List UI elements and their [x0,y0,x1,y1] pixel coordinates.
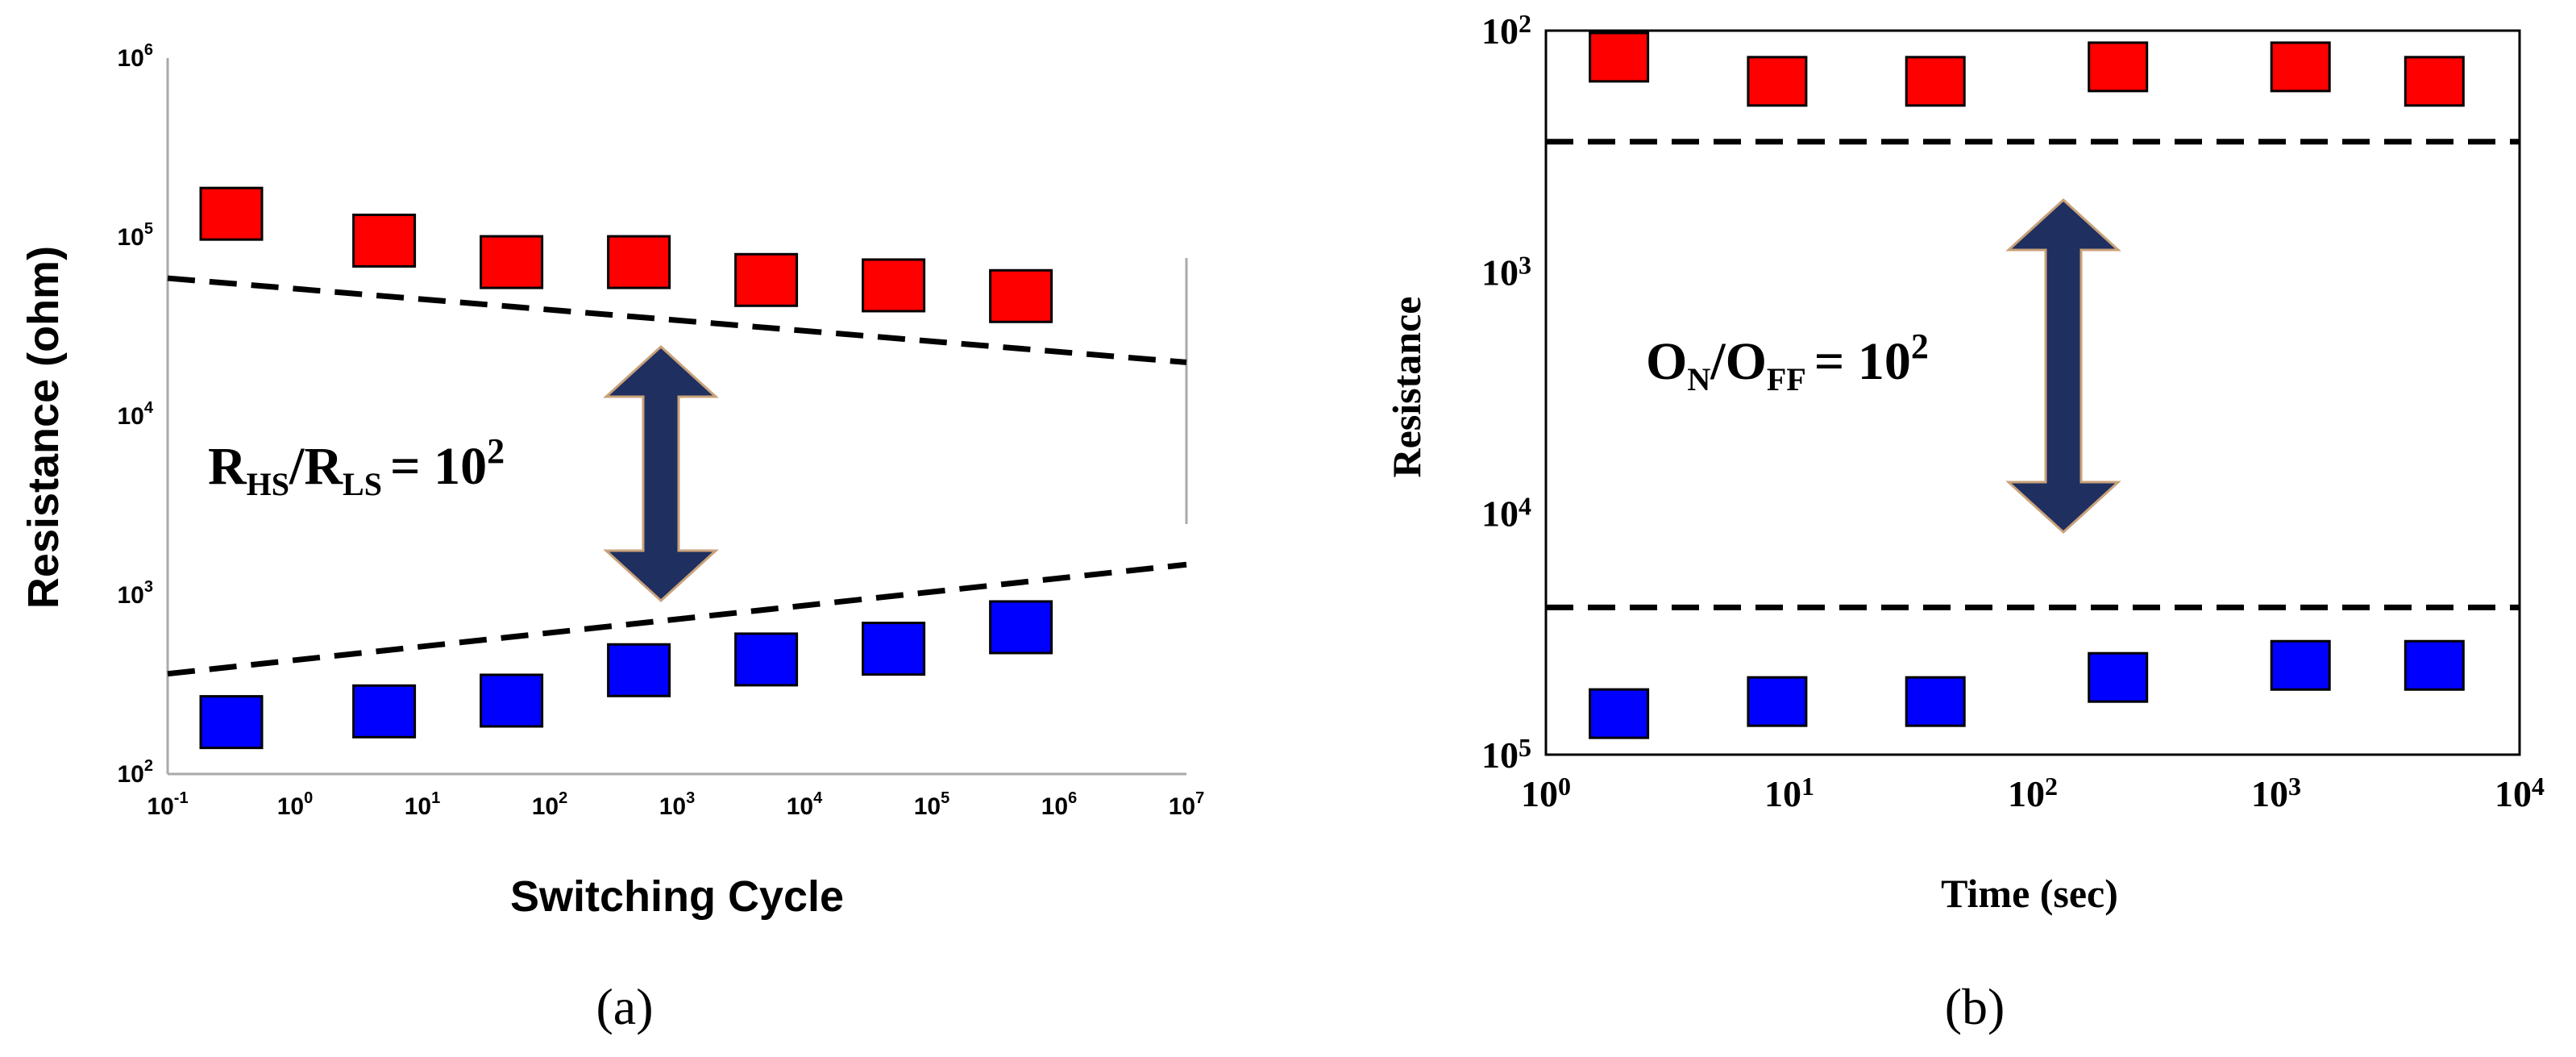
panel-a-ratio-arrow [603,344,719,603]
panel-a-y-tick-label: 106 [118,41,154,72]
panel-b-y-tick-label: 105 [1481,733,1531,776]
panel-b-red-point [1905,56,1966,107]
panel-a-x-tick-label: 101 [405,789,441,820]
panel-a-x-tick-label: 104 [787,789,823,820]
panel-a-x-axis-title: Switching Cycle [510,872,844,921]
panel-a-blue-point [352,684,417,739]
panel-b-y-tick-label: 103 [1481,250,1531,293]
panel-b-ratio-sub1: N [1687,361,1710,397]
panel-b-ratio-o1: O [1646,332,1687,391]
panel-a-red-point [480,235,544,289]
panel-b-ratio-sub2: FF [1767,361,1806,397]
panel-b-x-tick-label: 104 [2495,772,2545,814]
panel-b-blue-point [1589,688,1650,739]
panel-b-blue-point [2404,639,2465,691]
panel-a-ratio-exponent: 2 [487,431,505,471]
panel-a-label: (a) [596,978,653,1035]
panel-a-ratio-annotation: RHS/RLS = 102 [208,431,505,502]
panel-a-ratio-sub2: LS [343,466,382,502]
panel-b-x-axis-title: Time (sec) [1941,871,2118,916]
panel-b-chart: 100 101 102 103 104 102 103 104 105 ON/OFF = 102… [1384,9,2545,1035]
panel-b-red-point [1589,31,1650,83]
panel-b-ratio-slash: /O [1710,332,1767,391]
panel-b-ratio-equals: = 10 [1814,332,1911,391]
panel-a-red-point [734,252,799,307]
panel-b-y-tick-label: 102 [1481,9,1531,52]
panel-a-red-point [607,235,671,289]
panel-b-x-tick-label: 102 [2008,772,2058,814]
panel-b-data-points [1589,31,2465,739]
panel-b-red-point [1747,56,1808,107]
panel-b-y-tick-label: 104 [1481,492,1531,535]
panel-a-data-points [199,186,1053,750]
panel-a-y-tick-label: 105 [118,220,154,251]
panel-b-x-tick-labels: 100 101 102 103 104 [1521,772,2545,814]
panel-b-blue-point [2088,651,2149,703]
panel-a-y-tick-label: 102 [118,757,154,788]
panel-b-x-tick-label: 101 [1764,772,1814,814]
panel-a-ratio-base-2: R [304,437,343,496]
panel-a-x-tick-label: 102 [532,789,568,820]
panel-b-label: (b) [1945,978,2005,1035]
panel-a-y-tick-labels: 102 103 104 105 106 [118,41,154,788]
panel-b-ratio-arrow [2005,198,2121,535]
panel-a-dashed-line-0 [167,275,1187,365]
panel-a-x-tick-label: 10-1 [147,789,188,820]
panel-b-ratio-annotation: ON/OFF = 102 [1646,327,1929,397]
panel-b-x-tick-label: 103 [2251,772,2301,814]
panel-a-dashed-line-1 [167,561,1187,677]
panel-b-ratio-exponent: 2 [1911,327,1929,366]
panel-b-y-tick-labels: 102 103 104 105 [1481,9,1531,776]
panel-a-x-tick-labels: 10-1 100 101 102 103 104 105 106 107 [147,789,1204,820]
panel-a-x-tick-label: 103 [659,789,696,820]
panel-b-red-point [2088,41,2149,93]
panel-a-x-tick-label: 107 [1169,789,1205,820]
panel-b-blue-point [1747,676,1808,727]
panel-b-red-point [2270,41,2331,93]
panel-b-x-tick-label: 100 [1521,772,1571,814]
panel-a-y-tick-label: 104 [118,399,154,430]
panel-b-blue-point [2270,639,2331,691]
panel-a-x-tick-label: 100 [277,789,314,820]
panel-a-blue-point [734,632,799,687]
panel-b-plot-frame [1544,29,2521,756]
panel-b-dashed-lines [1546,139,2520,610]
panel-a-ratio-slash: / [289,437,305,496]
panel-a-blue-point [862,622,926,676]
panel-a-blue-point [607,643,671,697]
panel-b-blue-point [1905,676,1966,727]
panel-a-chart: 10-1 100 101 102 103 104 105 106 107 10210310410… [19,41,1204,1035]
panel-a-red-point [352,213,417,268]
panel-a-ratio-sub1: HS [247,466,289,502]
panel-b-double-arrow [2005,198,2121,535]
panel-a-blue-point [480,673,544,728]
panel-a-y-tick-label: 103 [118,578,154,609]
panel-a-blue-point [989,600,1053,655]
panel-a-dashed-lines [167,275,1187,677]
panel-a-x-tick-label: 106 [1041,789,1078,820]
panel-a-ratio-base: R [208,437,247,496]
panel-a-ratio-equals: = 10 [390,437,487,496]
panel-a-blue-point [199,695,264,750]
panel-a-x-tick-label: 105 [914,789,950,820]
panel-a-y-axis-title: Resistance (ohm) [19,246,68,609]
panel-b-y-axis-title: Resistance [1384,297,1429,478]
panel-a-double-arrow [603,344,719,603]
panel-b-red-point [2404,56,2465,107]
panel-a-red-point [862,258,926,313]
panel-a-red-point [199,186,264,241]
panel-a-red-point [989,268,1053,323]
